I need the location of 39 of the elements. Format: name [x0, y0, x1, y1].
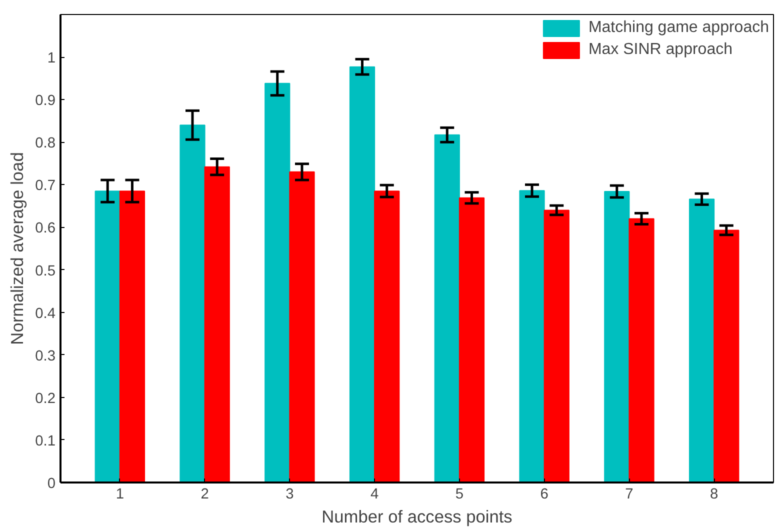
y-tick-label: 0.1: [35, 433, 56, 450]
y-tick-label: 1: [47, 50, 56, 67]
y-tick-label: 0.9: [35, 93, 56, 110]
x-tick-label: 1: [116, 486, 124, 502]
bar: [264, 82, 290, 482]
y-tick-label: 0.3: [35, 348, 56, 364]
y-tick-label: 0.2: [35, 390, 56, 407]
x-tick-label: 7: [625, 486, 634, 502]
x-tick-label: 3: [286, 486, 294, 502]
bar: [519, 190, 545, 482]
bar: [119, 190, 146, 482]
legend-label: Max SINR approach: [588, 41, 732, 59]
bar: [180, 124, 206, 482]
y-tick-label: 0.7: [35, 178, 56, 194]
x-tick-label: 2: [200, 486, 209, 502]
bar: [289, 171, 315, 482]
bar: [458, 197, 485, 482]
y-tick-label: 0: [47, 476, 56, 492]
bar: [434, 134, 460, 482]
y-axis-title: Normalized average load: [7, 152, 28, 345]
bar: [688, 198, 715, 482]
legend-label: Matching game approach: [588, 19, 769, 37]
y-tick-label: 0.4: [35, 306, 56, 322]
bar: [204, 166, 230, 482]
bar: [604, 190, 630, 482]
y-tick-label: 0.6: [35, 220, 56, 237]
y-tick-label: 0.5: [35, 263, 56, 280]
bar: [94, 190, 120, 482]
bar: [628, 218, 654, 482]
bar: [544, 210, 570, 482]
bar: [714, 230, 740, 482]
bar: [374, 190, 400, 482]
bar: [349, 66, 376, 482]
x-axis-title: Number of access points: [322, 506, 513, 526]
y-tick-label: 0.8: [35, 136, 56, 152]
x-tick-label: 4: [370, 486, 379, 502]
x-tick-label: 5: [455, 486, 464, 502]
x-tick-label: 8: [710, 486, 718, 502]
x-tick-label: 6: [540, 486, 548, 502]
